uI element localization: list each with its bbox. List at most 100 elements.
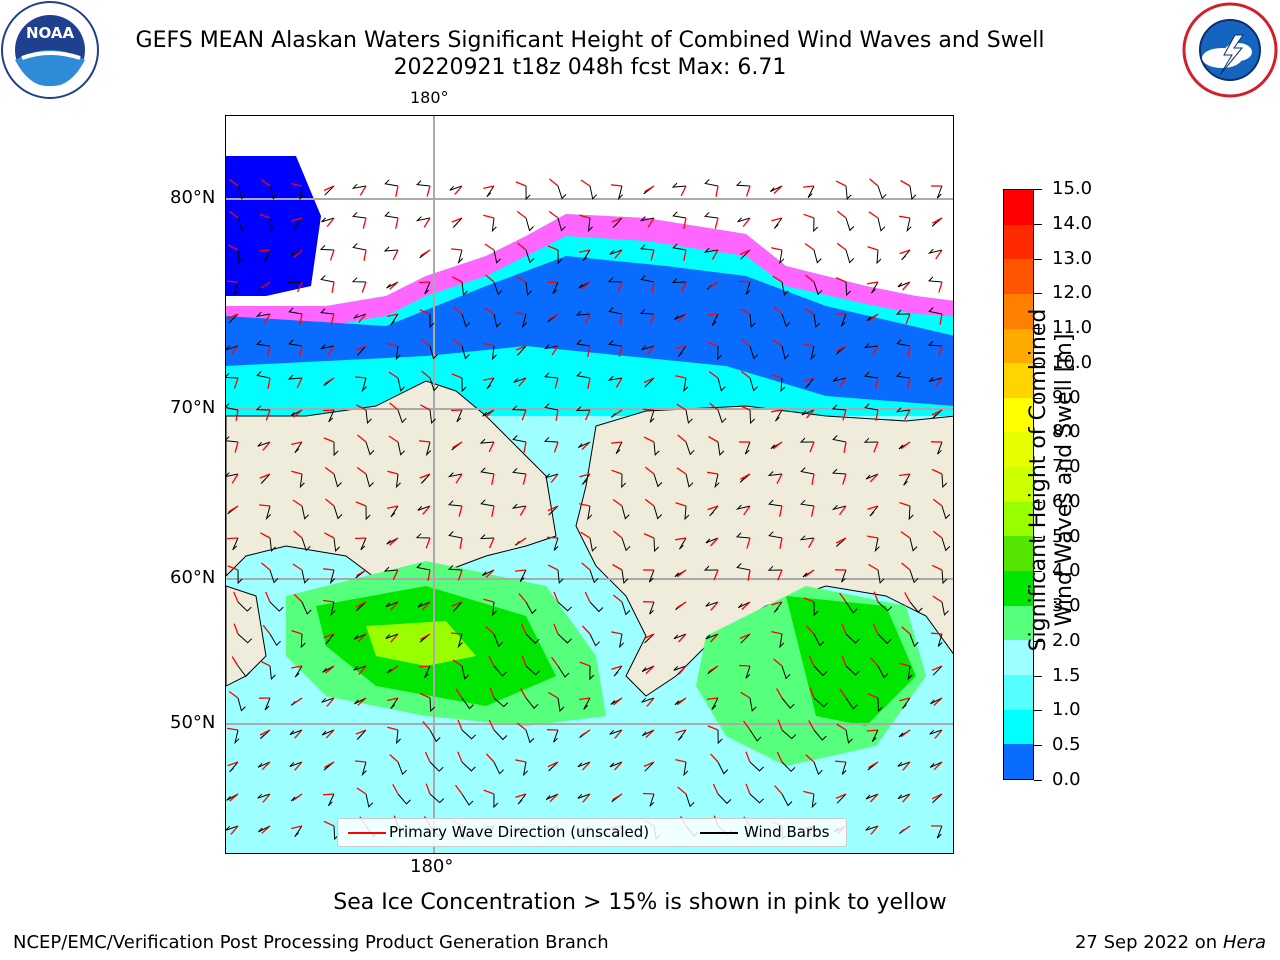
wave-direction-arrow — [939, 313, 943, 325]
wave-direction-arrow — [582, 761, 591, 771]
wind-barb — [649, 601, 655, 615]
wind-barb — [557, 249, 563, 265]
wave-direction-arrow — [323, 599, 335, 603]
wave-direction-arrow — [517, 242, 527, 251]
wind-barb — [941, 569, 948, 585]
wave-direction-arrow — [866, 281, 879, 285]
wind-barb — [544, 403, 559, 411]
wind-barb — [768, 499, 783, 507]
wave-direction-arrow — [581, 281, 591, 290]
wind-barb — [321, 217, 335, 223]
wave-direction-arrow — [418, 281, 431, 284]
wave-direction-arrow — [675, 502, 687, 507]
wind-barb — [781, 281, 789, 296]
wind-barb — [575, 406, 591, 412]
wave-direction-arrow — [230, 825, 239, 835]
wave-direction-arrow — [677, 313, 687, 322]
wave-direction-arrow — [712, 783, 719, 795]
wave-direction-arrow — [615, 377, 623, 388]
wave-direction-arrow — [260, 281, 271, 289]
wind-barb — [226, 472, 239, 477]
wave-direction-arrow — [777, 569, 783, 581]
wave-direction-arrow — [234, 441, 239, 453]
nws-logo — [1180, 0, 1280, 100]
colorbar-tick-label: 0.5 — [1052, 734, 1081, 756]
wind-barb — [615, 441, 623, 454]
wind-barb — [522, 761, 529, 777]
wave-direction-arrow — [231, 656, 239, 667]
wind-barb — [429, 793, 445, 804]
wave-direction-arrow — [905, 313, 911, 325]
wind-barb — [301, 569, 310, 584]
wave-direction-arrow — [457, 569, 463, 581]
wind-barb — [936, 825, 943, 839]
wave-direction-arrow — [771, 374, 783, 379]
wind-barb — [648, 569, 655, 583]
colorbar-tick-mark — [1034, 780, 1042, 781]
colorbar-segment — [1004, 744, 1033, 779]
wind-barb — [448, 531, 463, 539]
wind-barb — [677, 345, 687, 357]
colorbar-segment — [1004, 328, 1033, 364]
wind-barb — [714, 473, 720, 489]
wind-barb — [543, 344, 559, 350]
wave-direction-arrow — [611, 217, 623, 223]
wind-barb — [289, 729, 303, 736]
wind-barb — [897, 793, 911, 800]
wind-barb — [901, 697, 911, 709]
wind-barb — [653, 537, 659, 553]
wind-barb — [269, 537, 276, 552]
wind-barb — [644, 633, 655, 644]
wave-direction-arrow — [907, 345, 911, 357]
wind-barb — [577, 761, 591, 768]
wind-barb — [264, 697, 271, 711]
wind-barb — [269, 217, 275, 233]
colorbar-segment — [1004, 432, 1033, 468]
wave-direction-arrow — [739, 249, 751, 256]
wind-barb — [481, 569, 495, 577]
lat-label-50: 50°N — [170, 712, 216, 733]
wind-barb — [269, 569, 279, 584]
wind-barb — [621, 473, 627, 489]
wind-barb — [717, 377, 726, 392]
wave-direction-arrow — [323, 437, 335, 443]
wind-barb — [269, 665, 276, 680]
wave-direction-arrow — [611, 184, 623, 187]
wave-direction-arrow — [392, 569, 399, 581]
wind-barb — [385, 601, 399, 608]
wave-direction-arrow — [547, 245, 559, 251]
wave-direction-arrow — [550, 656, 559, 667]
wave-direction-arrow — [452, 659, 463, 667]
wind-barb — [931, 409, 943, 419]
wave-direction-arrow — [683, 217, 687, 229]
wind-barb — [333, 473, 342, 488]
wave-direction-arrow — [839, 377, 847, 388]
wind-barb — [799, 437, 815, 443]
wind-barb — [365, 505, 371, 521]
wave-direction-arrow — [457, 719, 463, 731]
wave-direction-arrow — [387, 726, 399, 731]
colorbar-segment — [1004, 259, 1033, 294]
wind-barb — [288, 307, 303, 315]
wind-barb — [319, 344, 335, 350]
wind-barb — [744, 441, 751, 455]
wind-barb — [226, 793, 239, 801]
wind-barb — [769, 185, 783, 193]
colorbar-tick-mark — [1034, 467, 1042, 469]
wave-direction-arrow — [835, 345, 847, 352]
wave-direction-arrow — [387, 697, 399, 702]
wave-direction-arrow — [230, 345, 239, 356]
wave-direction-arrow — [643, 533, 655, 539]
wind-barb — [901, 249, 911, 261]
legend-wave-line — [348, 832, 386, 834]
wave-direction-arrow — [259, 504, 271, 507]
wind-barb — [397, 377, 406, 392]
wind-barb — [461, 761, 476, 772]
wave-direction-arrow — [262, 441, 271, 451]
wind-barb — [548, 505, 559, 516]
colorbar-tick-label: 5.0 — [1052, 525, 1081, 547]
wave-direction-arrow — [741, 601, 751, 610]
wind-barb — [491, 601, 497, 617]
wave-direction-arrow — [776, 473, 783, 485]
wind-barb — [493, 761, 504, 775]
